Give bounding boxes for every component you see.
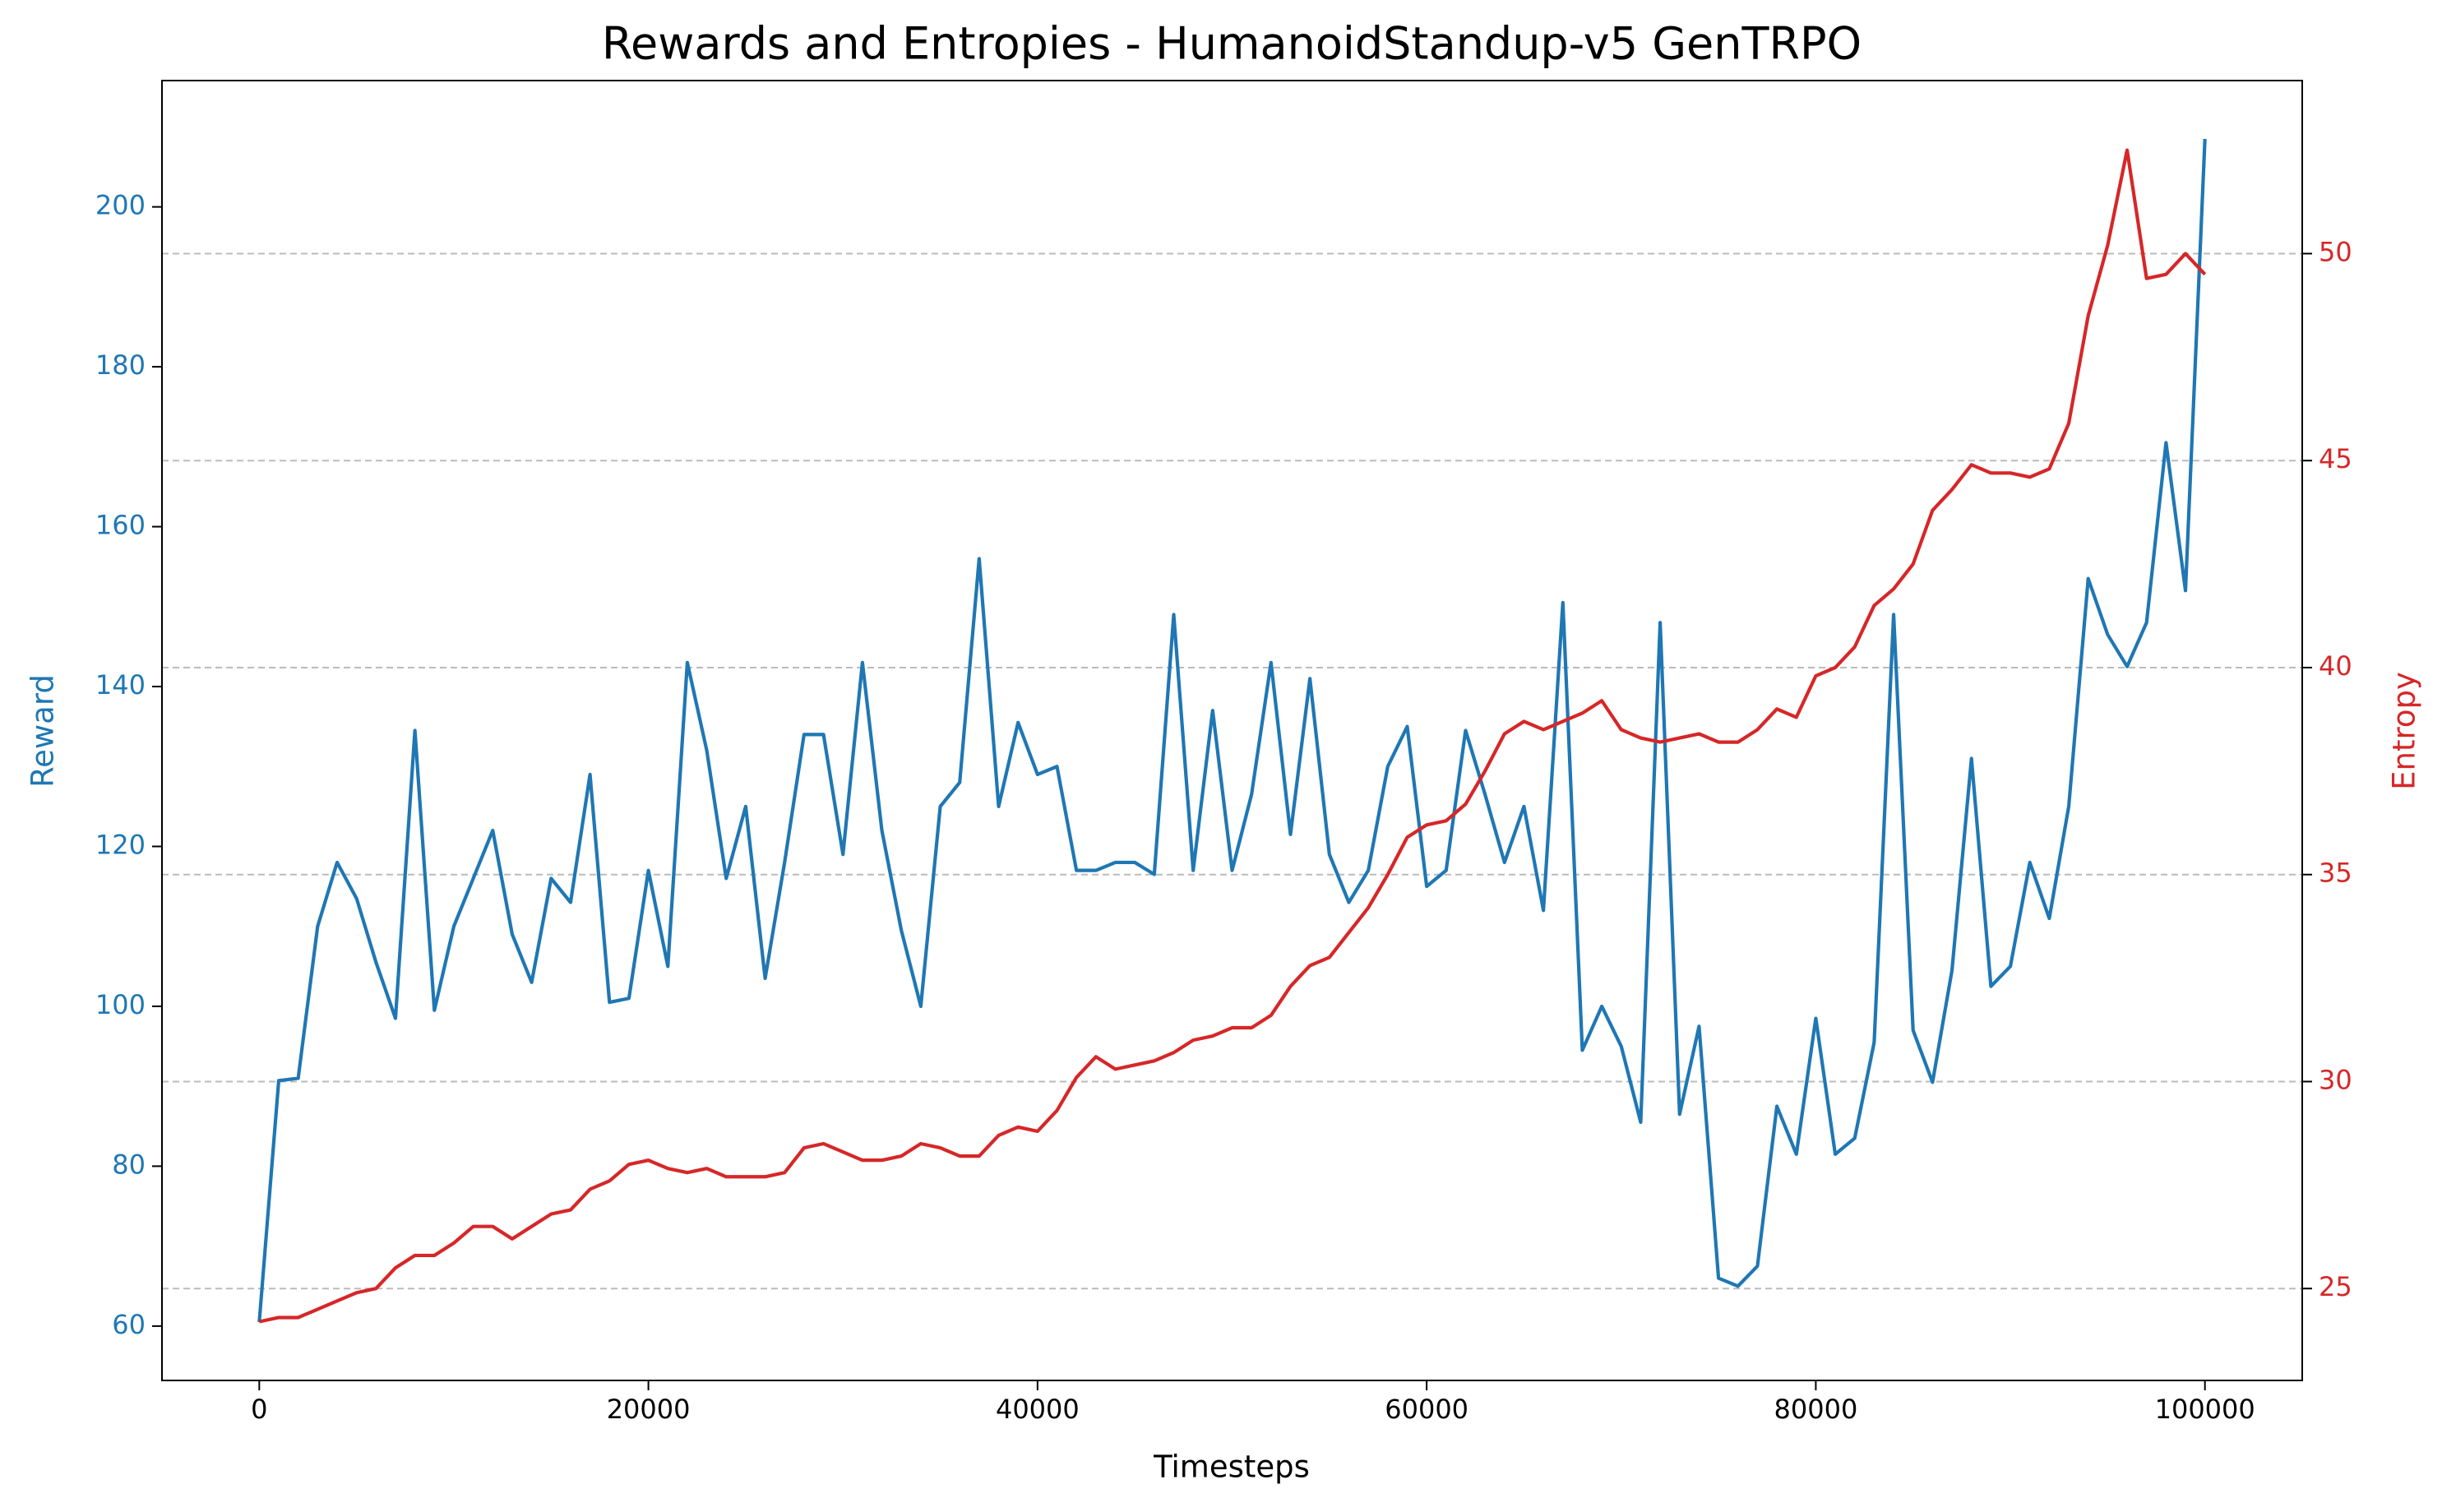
y2-tick-label: 35: [2319, 858, 2352, 889]
x-tick-label: 60000: [1385, 1394, 1468, 1425]
y-tick-label: 120: [95, 829, 146, 860]
y-tick-label: 140: [95, 669, 146, 701]
y2-tick-label: 40: [2319, 650, 2352, 682]
x-tick-label: 40000: [996, 1394, 1080, 1425]
y2-tick-label: 25: [2319, 1271, 2352, 1302]
x-tick-label: 20000: [607, 1394, 691, 1425]
y2-tick-label: 45: [2319, 443, 2352, 474]
data-line: [257, 138, 2207, 1323]
x-tick-label: 80000: [1774, 1394, 1858, 1425]
y-tick-label: 80: [112, 1149, 146, 1180]
y-axis-label: Reward: [25, 674, 61, 788]
plot-frame: [161, 80, 2303, 1381]
y2-axis-label: Entropy: [2387, 672, 2422, 790]
y-tick-label: 200: [95, 190, 146, 221]
y-tick-label: 180: [95, 349, 146, 381]
x-axis-label: Timesteps: [1153, 1450, 1310, 1485]
y2-tick-label: 30: [2319, 1064, 2352, 1095]
y-tick-label: 100: [95, 989, 146, 1020]
y-tick-label: 160: [95, 510, 146, 541]
data-line: [258, 148, 2207, 1324]
x-tick-label: 100000: [2155, 1394, 2255, 1425]
y-tick-label: 60: [112, 1309, 146, 1340]
y2-tick-label: 50: [2319, 236, 2352, 267]
x-tick-label: 0: [251, 1394, 267, 1425]
chart-title: Rewards and Entropies - HumanoidStandup-…: [602, 18, 1862, 70]
